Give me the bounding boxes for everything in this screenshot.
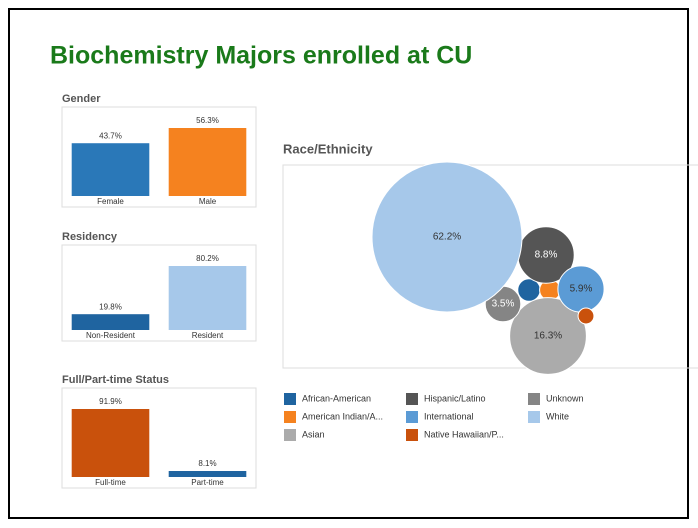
- category-label: Full-time: [95, 478, 126, 487]
- chart-title: Residency: [62, 231, 118, 243]
- bubble: [509, 297, 587, 375]
- legend-label: Unknown: [546, 393, 584, 403]
- legend-label: International: [424, 411, 474, 421]
- legend-swatch: [284, 393, 296, 405]
- bubble: [577, 307, 595, 325]
- bubble-frame: [282, 164, 698, 369]
- bubble-label: 5.9%: [570, 284, 593, 295]
- category-label: Part-time: [191, 478, 224, 487]
- bubble-label: 3.5%: [492, 299, 515, 310]
- value-label: 19.8%: [99, 302, 122, 311]
- legend-label: Hispanic/Latino: [424, 393, 486, 403]
- bubble-label: 16.3%: [534, 331, 562, 342]
- value-label: 91.9%: [99, 397, 122, 406]
- category-label: Male: [199, 197, 217, 206]
- legend-swatch: [406, 393, 418, 405]
- slide-title: Biochemistry Majors enrolled at CU: [50, 42, 472, 70]
- value-label: 43.7%: [99, 131, 122, 140]
- category-label: Female: [97, 197, 124, 206]
- value-label: 8.1%: [198, 459, 216, 468]
- chart-frame: [61, 244, 257, 342]
- bubble-label: 8.8%: [535, 250, 558, 261]
- legend-label: American Indian/A...: [302, 411, 383, 421]
- legend-label: Asian: [302, 429, 325, 439]
- bubble-label: 62.2%: [433, 232, 461, 243]
- legend-swatch: [406, 411, 418, 423]
- chart-title: Gender: [62, 93, 101, 105]
- legend-label: African-American: [302, 393, 371, 403]
- chart-title: Race/Ethnicity: [283, 141, 373, 156]
- legend-swatch: [528, 393, 540, 405]
- category-label: Resident: [192, 331, 224, 340]
- bar: [71, 143, 150, 196]
- bar: [71, 314, 150, 330]
- chart-title: Full/Part-time Status: [62, 374, 169, 386]
- legend-swatch: [406, 429, 418, 441]
- legend-swatch: [528, 411, 540, 423]
- legend-label: Native Hawaiian/P...: [424, 429, 504, 439]
- chart-frame: [61, 106, 257, 208]
- value-label: 56.3%: [196, 116, 219, 125]
- legend-swatch: [284, 429, 296, 441]
- legend-swatch: [284, 411, 296, 423]
- legend-label: White: [546, 411, 569, 421]
- bar: [168, 128, 247, 196]
- chart-frame: [61, 387, 257, 489]
- bar: [168, 266, 247, 330]
- value-label: 80.2%: [196, 254, 219, 263]
- bar: [168, 471, 247, 477]
- category-label: Non-Resident: [86, 331, 136, 340]
- bar: [71, 409, 150, 477]
- bubble: [371, 161, 523, 313]
